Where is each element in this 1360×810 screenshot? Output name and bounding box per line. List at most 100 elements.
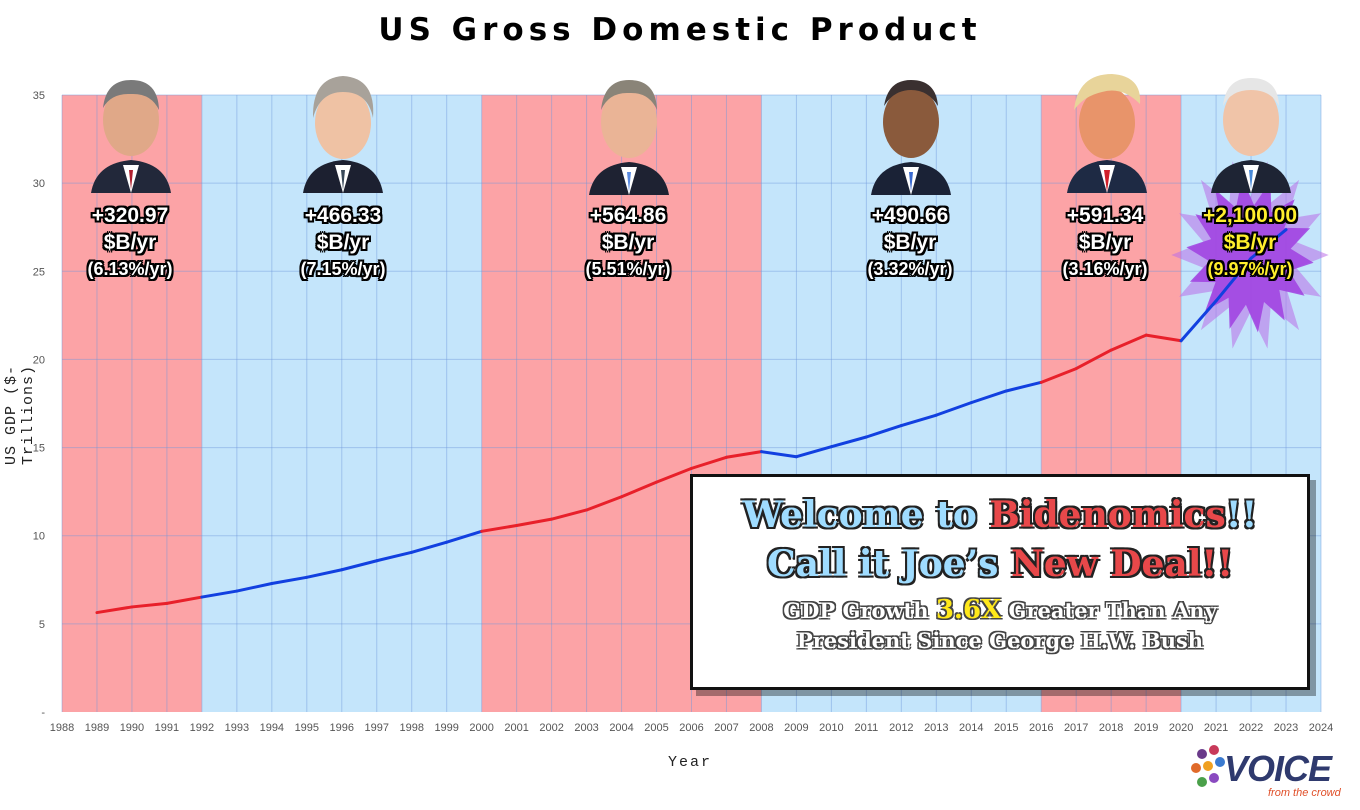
term-amount: +2,100.00 bbox=[1202, 204, 1297, 227]
x-tick-label: 2003 bbox=[574, 722, 598, 734]
term-annotation-5: +591.34 $B/yr (3.16%/yr) bbox=[1025, 202, 1185, 283]
callout-line-3: GDP Growth 3.6X Greater Than Any bbox=[693, 595, 1307, 626]
gdp-line-segment bbox=[340, 559, 379, 572]
term-annotation-4: +490.66 $B/yr (3.32%/yr) bbox=[830, 202, 990, 283]
x-tick-label: 2014 bbox=[959, 722, 983, 734]
callout-text: Call it Joe’s bbox=[766, 543, 1011, 585]
callout-multiplier: 3.6X bbox=[935, 595, 1002, 625]
y-tick-label: 30 bbox=[33, 178, 45, 190]
term-percent: (3.32%/yr) bbox=[867, 259, 953, 279]
x-tick-label: 2005 bbox=[644, 722, 668, 734]
gdp-line-segment bbox=[375, 550, 414, 563]
x-tick-label: 1988 bbox=[50, 722, 74, 734]
term-unit: $B/yr bbox=[1223, 231, 1277, 254]
x-tick-label: 2019 bbox=[1134, 722, 1158, 734]
gdp-line-segment bbox=[690, 455, 728, 470]
gdp-line-segment bbox=[864, 424, 903, 439]
callout-text: !! bbox=[1225, 494, 1258, 536]
president-portrait-3 bbox=[589, 80, 669, 195]
callout-line-2: Call it Joe’s New Deal!! bbox=[693, 539, 1307, 589]
gdp-line-segment bbox=[1249, 228, 1288, 260]
x-tick-label: 2013 bbox=[924, 722, 948, 734]
y-axis-ticks: - 5 10 15 20 25 30 35 bbox=[33, 90, 46, 719]
callout-text: GDP Growth bbox=[783, 598, 936, 623]
y-tick-label: 25 bbox=[33, 266, 45, 278]
gdp-line-segment bbox=[1144, 333, 1183, 343]
x-tick-label: 2010 bbox=[819, 722, 843, 734]
x-tick-label: 2023 bbox=[1274, 722, 1298, 734]
x-tick-label: 1998 bbox=[399, 722, 423, 734]
term-percent: (3.16%/yr) bbox=[1062, 259, 1148, 279]
gdp-line bbox=[95, 228, 1288, 615]
term-percent: (7.15%/yr) bbox=[300, 259, 386, 279]
president-portrait-5 bbox=[1067, 74, 1147, 193]
x-tick-label: 2001 bbox=[504, 722, 528, 734]
gdp-line-segment bbox=[200, 589, 239, 599]
x-tick-label: 2015 bbox=[994, 722, 1018, 734]
y-tick-label: 20 bbox=[33, 354, 45, 366]
y-tick-label: 10 bbox=[33, 531, 45, 543]
gdp-line-segment bbox=[130, 601, 169, 609]
gdp-line-segment bbox=[305, 568, 344, 579]
callout-text: Greater Than Any bbox=[1001, 598, 1217, 623]
term-annotation-6: +2,100.00 $B/yr (9.97%/yr) bbox=[1170, 202, 1330, 283]
x-tick-label: 2020 bbox=[1169, 722, 1193, 734]
voice-logo-icon bbox=[1191, 745, 1225, 787]
president-portrait-2 bbox=[303, 76, 383, 193]
president-portrait-4 bbox=[871, 80, 951, 195]
x-tick-label: 2017 bbox=[1064, 722, 1088, 734]
term-amount: +490.66 bbox=[871, 204, 949, 227]
term-unit: $B/yr bbox=[103, 231, 157, 254]
x-axis-ticks: 1988 1989 1990 1991 1992 1993 1994 1995 1996 1997… bbox=[50, 722, 1333, 734]
logo-wordmark: VOICE bbox=[1224, 748, 1332, 789]
gdp-line-segment bbox=[550, 508, 589, 521]
term-amount: +591.34 bbox=[1066, 204, 1144, 227]
x-tick-label: 2004 bbox=[609, 722, 633, 734]
term-percent: (5.51%/yr) bbox=[585, 259, 671, 279]
x-tick-label: 1991 bbox=[155, 722, 179, 734]
starburst-highlight bbox=[1171, 161, 1329, 349]
gdp-line-segment bbox=[759, 450, 798, 459]
gdp-line-segment bbox=[1004, 380, 1043, 393]
x-tick-label: 2024 bbox=[1309, 722, 1333, 734]
gdp-line-segment bbox=[515, 517, 554, 527]
x-tick-label: 1994 bbox=[260, 722, 284, 734]
x-tick-label: 1996 bbox=[330, 722, 354, 734]
term-band-2 bbox=[201, 95, 482, 712]
x-tick-label: 2012 bbox=[889, 722, 913, 734]
y-tick-label: 5 bbox=[39, 619, 45, 631]
callout-text: !! bbox=[1201, 543, 1234, 585]
callout-line-4: President Since George H.W. Bush bbox=[796, 628, 1204, 653]
gdp-line-segment bbox=[1179, 299, 1218, 343]
term-percent: (6.13%/yr) bbox=[87, 259, 173, 279]
x-tick-label: 1993 bbox=[225, 722, 249, 734]
x-tick-label: 1999 bbox=[434, 722, 458, 734]
gdp-line-segment bbox=[794, 445, 833, 459]
x-tick-label: 2011 bbox=[855, 722, 879, 734]
callout-text: Welcome to bbox=[742, 494, 990, 536]
gdp-line-segment bbox=[724, 450, 763, 459]
term-percent: (9.97%/yr) bbox=[1207, 259, 1293, 279]
x-tick-label: 1997 bbox=[365, 722, 389, 734]
president-portrait-1 bbox=[91, 80, 171, 193]
term-amount: +320.97 bbox=[91, 204, 169, 227]
term-band-1 bbox=[62, 95, 202, 712]
gdp-line-segment bbox=[445, 529, 484, 544]
x-tick-label: 1992 bbox=[190, 722, 214, 734]
x-tick-label: 2007 bbox=[714, 722, 738, 734]
callout-highlight: New Deal bbox=[1010, 543, 1202, 585]
bidenomics-callout: Welcome to Bidenomics!! Call it Joe’s Ne… bbox=[690, 474, 1310, 690]
president-portrait-6 bbox=[1211, 78, 1291, 193]
x-tick-label: 1995 bbox=[295, 722, 319, 734]
x-tick-label: 2022 bbox=[1239, 722, 1263, 734]
term-unit: $B/yr bbox=[316, 231, 370, 254]
x-tick-label: 2002 bbox=[539, 722, 563, 734]
x-tick-label: 2008 bbox=[749, 722, 773, 734]
term-unit: $B/yr bbox=[1078, 231, 1132, 254]
term-annotation-2: +466.33 $B/yr (7.15%/yr) bbox=[263, 202, 423, 283]
gdp-line-segment bbox=[899, 413, 938, 428]
gdp-line-segment bbox=[480, 523, 519, 533]
x-tick-label: 2021 bbox=[1204, 722, 1228, 734]
gdp-line-segment bbox=[1109, 333, 1148, 352]
term-unit: $B/yr bbox=[883, 231, 937, 254]
